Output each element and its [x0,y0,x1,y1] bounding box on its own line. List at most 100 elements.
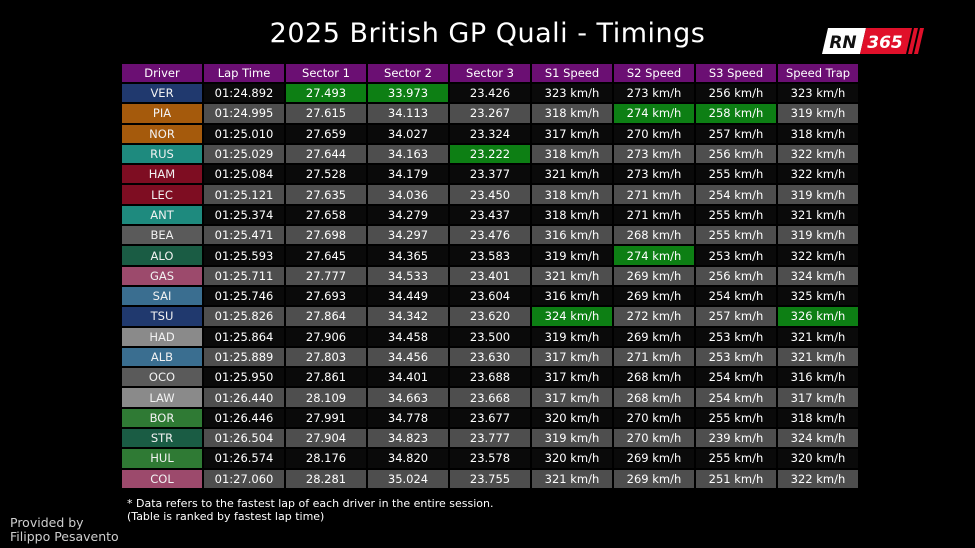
table-cell: 27.864 [286,307,366,326]
table-cell: 323 km/h [532,84,612,103]
table-cell: 34.449 [368,286,448,306]
table-cell: 268 km/h [614,388,694,407]
table-cell: 316 km/h [532,286,612,306]
table-row: SAI 01:25.746 27.693 34.449 23.604 316 km/h 26… [122,286,858,306]
table-cell: 322 km/h [778,165,858,184]
table-cell: 321 km/h [532,469,612,488]
credit-line-1: Provided by [10,515,84,530]
table-cell: 316 km/h [778,368,858,387]
table-cell: 270 km/h [614,429,694,448]
table-cell: 254 km/h [696,286,776,306]
table-row: TSU 01:25.826 27.864 34.342 23.620 324 km/h 27… [122,307,858,326]
table-row: VER 01:24.892 27.493 33.973 23.426 323 km/h 27… [122,84,858,103]
table-cell: 319 km/h [778,185,858,204]
table-cell: 34.778 [368,408,448,428]
table-cell: 321 km/h [778,205,858,225]
table-cell: 27.658 [286,205,366,225]
table-cell: 268 km/h [614,226,694,245]
table-cell: 255 km/h [696,165,776,184]
driver-cell: GAS [122,266,202,285]
table-row: NOR 01:25.010 27.659 34.027 23.324 317 km/h 27… [122,124,858,143]
table-cell: 01:26.574 [204,449,284,468]
svg-text:365: 365 [867,33,903,53]
column-header: S1 Speed [532,64,612,82]
table-cell: 23.324 [450,124,530,143]
driver-cell: LEC [122,185,202,204]
table-cell: 34.458 [368,327,448,346]
table-cell: 273 km/h [614,84,694,103]
table-row: ALB 01:25.889 27.803 34.456 23.630 317 km/h 27… [122,347,858,367]
table-row: HAM 01:25.084 27.528 34.179 23.377 321 km/h 27… [122,165,858,184]
table-cell: 27.528 [286,165,366,184]
table-cell: 270 km/h [614,124,694,143]
table-cell: 317 km/h [532,368,612,387]
table-cell: 27.693 [286,286,366,306]
table-cell: 34.820 [368,449,448,468]
table-cell: 258 km/h [696,104,776,123]
table-cell: 317 km/h [532,347,612,367]
table-cell: 27.698 [286,226,366,245]
table-cell: 34.179 [368,165,448,184]
table-cell: 255 km/h [696,408,776,428]
table-cell: 269 km/h [614,327,694,346]
table-cell: 27.861 [286,368,366,387]
table-cell: 324 km/h [778,266,858,285]
page-title: 2025 British GP Quali - Timings [269,18,706,49]
column-header: Sector 1 [286,64,366,82]
credit: Provided by Filippo Pesavento [10,516,119,544]
table-cell: 255 km/h [696,449,776,468]
column-header: Lap Time [204,64,284,82]
table-cell: 27.777 [286,266,366,285]
table-cell: 34.342 [368,307,448,326]
table-cell: 23.677 [450,408,530,428]
table-row: BOR 01:26.446 27.991 34.778 23.677 320 km/h 27… [122,408,858,428]
table-header-row: Driver Lap Time Sector 1 Sector 2 Sector 3 S1… [122,64,858,82]
table-cell: 27.493 [286,84,366,103]
table-cell: 34.279 [368,205,448,225]
table-cell: 317 km/h [532,388,612,407]
table-cell: 269 km/h [614,449,694,468]
table-cell: 23.437 [450,205,530,225]
table-cell: 320 km/h [778,449,858,468]
table-cell: 316 km/h [532,226,612,245]
table-cell: 269 km/h [614,266,694,285]
table-cell: 318 km/h [532,144,612,164]
table-cell: 318 km/h [532,104,612,123]
table-row: LEC 01:25.121 27.635 34.036 23.450 318 km/h 27… [122,185,858,204]
table-cell: 325 km/h [778,286,858,306]
table-cell: 322 km/h [778,144,858,164]
table-cell: 23.668 [450,388,530,407]
table-cell: 34.163 [368,144,448,164]
table-cell: 269 km/h [614,469,694,488]
table-cell: 01:26.446 [204,408,284,428]
table-cell: 34.663 [368,388,448,407]
table-cell: 23.777 [450,429,530,448]
footnote-line-2: (Table is ranked by fastest lap time) [127,509,325,523]
table-cell: 23.267 [450,104,530,123]
table-cell: 269 km/h [614,286,694,306]
table-cell: 01:25.950 [204,368,284,387]
table-cell: 01:25.826 [204,307,284,326]
table-cell: 273 km/h [614,144,694,164]
table-body: VER 01:24.892 27.493 33.973 23.426 323 km/h 27… [122,84,858,488]
table-cell: 318 km/h [532,205,612,225]
table-row: HUL 01:26.574 28.176 34.820 23.578 320 km/h 26… [122,449,858,468]
table-cell: 273 km/h [614,165,694,184]
table-cell: 23.450 [450,185,530,204]
table-cell: 27.803 [286,347,366,367]
table-cell: 253 km/h [696,347,776,367]
table-cell: 01:25.593 [204,246,284,265]
table-cell: 01:25.084 [204,165,284,184]
table-cell: 256 km/h [696,144,776,164]
column-header: Sector 2 [368,64,448,82]
table-row: ANT 01:25.374 27.658 34.279 23.437 318 km/h 27… [122,205,858,225]
table-cell: 27.635 [286,185,366,204]
table-cell: 01:25.889 [204,347,284,367]
driver-cell: BEA [122,226,202,245]
driver-cell: ALB [122,347,202,367]
table-row: STR 01:26.504 27.904 34.823 23.777 319 km/h 27… [122,429,858,448]
table-cell: 322 km/h [778,246,858,265]
table-cell: 318 km/h [532,185,612,204]
table-cell: 34.401 [368,368,448,387]
table-cell: 34.365 [368,246,448,265]
